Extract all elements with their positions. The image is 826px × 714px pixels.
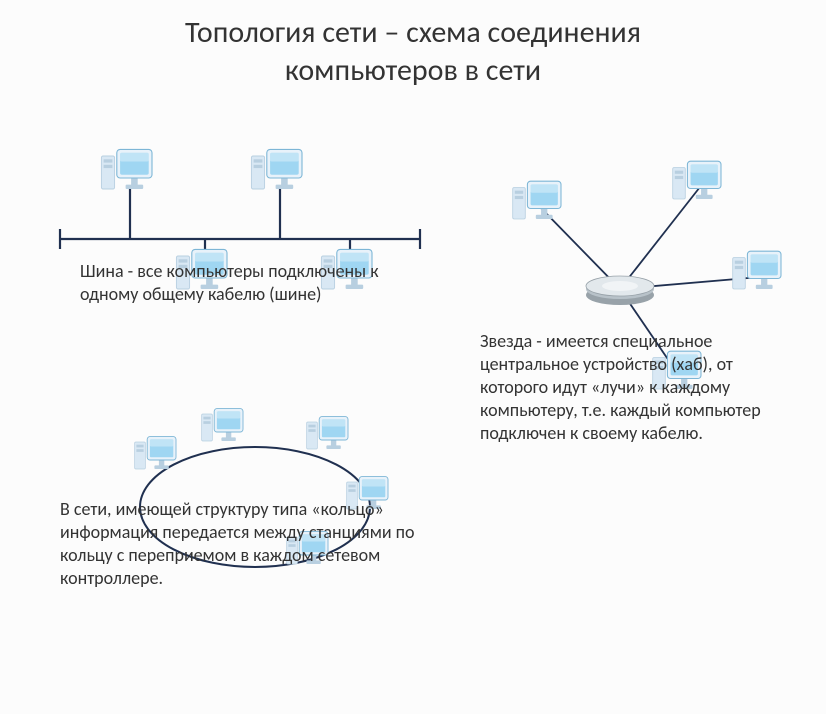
hub-icon [586, 276, 654, 305]
computer-icon [733, 251, 781, 289]
title-line-1: Топология сети – схема соединения [185, 14, 641, 51]
page-title: Топология сети – схема соединения компью… [0, 0, 826, 89]
computer-icon [673, 161, 721, 199]
star-link [620, 187, 700, 289]
computer-icon [135, 437, 176, 469]
computer-icon [101, 149, 152, 189]
computer-icon [513, 181, 561, 219]
title-line-2: компьютеров в сети [285, 52, 541, 89]
computer-icon [202, 409, 243, 441]
ring-description: В сети, имеющей структуру типа «кольцо» … [60, 498, 430, 590]
computer-icon [307, 417, 348, 449]
computer-icon [251, 149, 302, 189]
bus-description: Шина - все компьютеры подключены к одном… [80, 260, 410, 306]
star-description: Звезда - имеется специальное центральное… [480, 330, 800, 445]
